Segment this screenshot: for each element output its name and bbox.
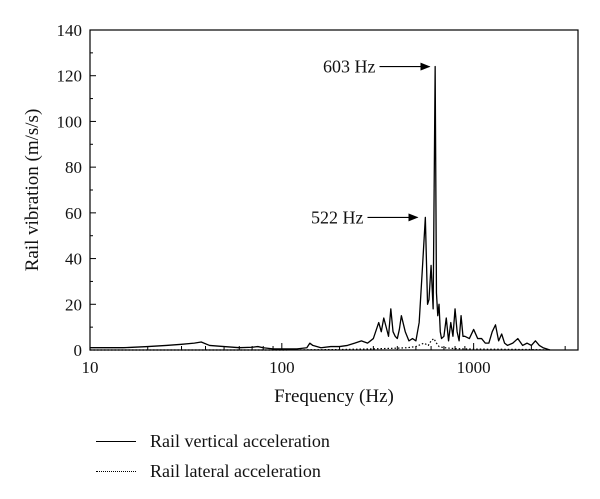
y-tick-label: 0 <box>74 341 83 360</box>
series-group <box>90 65 551 351</box>
chart: 0 20 40 60 80 100 120 140 10 100 1000 603 Hz 522 Hz… <box>22 21 579 407</box>
series-line-lateral <box>90 337 550 351</box>
annotation-603hz: 603 Hz <box>323 57 376 77</box>
y-tick-label: 40 <box>65 250 82 269</box>
x-tick-label: 1000 <box>457 358 491 377</box>
legend-label-vertical: Rail vertical acceleration <box>150 430 330 451</box>
y-tick-label: 140 <box>57 21 83 40</box>
legend-label-lateral: Rail lateral acceleration <box>150 460 321 481</box>
ticks: 0 20 40 60 80 100 120 140 10 100 1000 <box>57 21 566 377</box>
annotation-522hz: 522 Hz <box>311 207 364 227</box>
y-tick-label: 20 <box>65 295 82 314</box>
legend: Rail vertical acceleration Rail lateral … <box>96 426 330 486</box>
series-line-vertical <box>90 65 551 351</box>
y-tick-label: 60 <box>65 204 82 223</box>
legend-swatch-solid <box>96 440 136 442</box>
x-tick-label: 10 <box>82 358 99 377</box>
y-tick-label: 120 <box>57 67 83 86</box>
axes <box>89 29 579 351</box>
legend-swatch-dotted <box>96 470 136 472</box>
x-axis-title: Frequency (Hz) <box>274 386 394 407</box>
x-tick-label: 100 <box>269 358 295 377</box>
legend-item-lateral: Rail lateral acceleration <box>96 456 330 486</box>
legend-item-vertical: Rail vertical acceleration <box>96 426 330 456</box>
y-axis-title: Rail vibration (m/s/s) <box>22 109 43 272</box>
plot-frame <box>89 29 579 351</box>
y-tick-label: 100 <box>57 112 83 131</box>
annotations: 603 Hz 522 Hz <box>311 57 431 227</box>
y-tick-label: 80 <box>65 158 82 177</box>
